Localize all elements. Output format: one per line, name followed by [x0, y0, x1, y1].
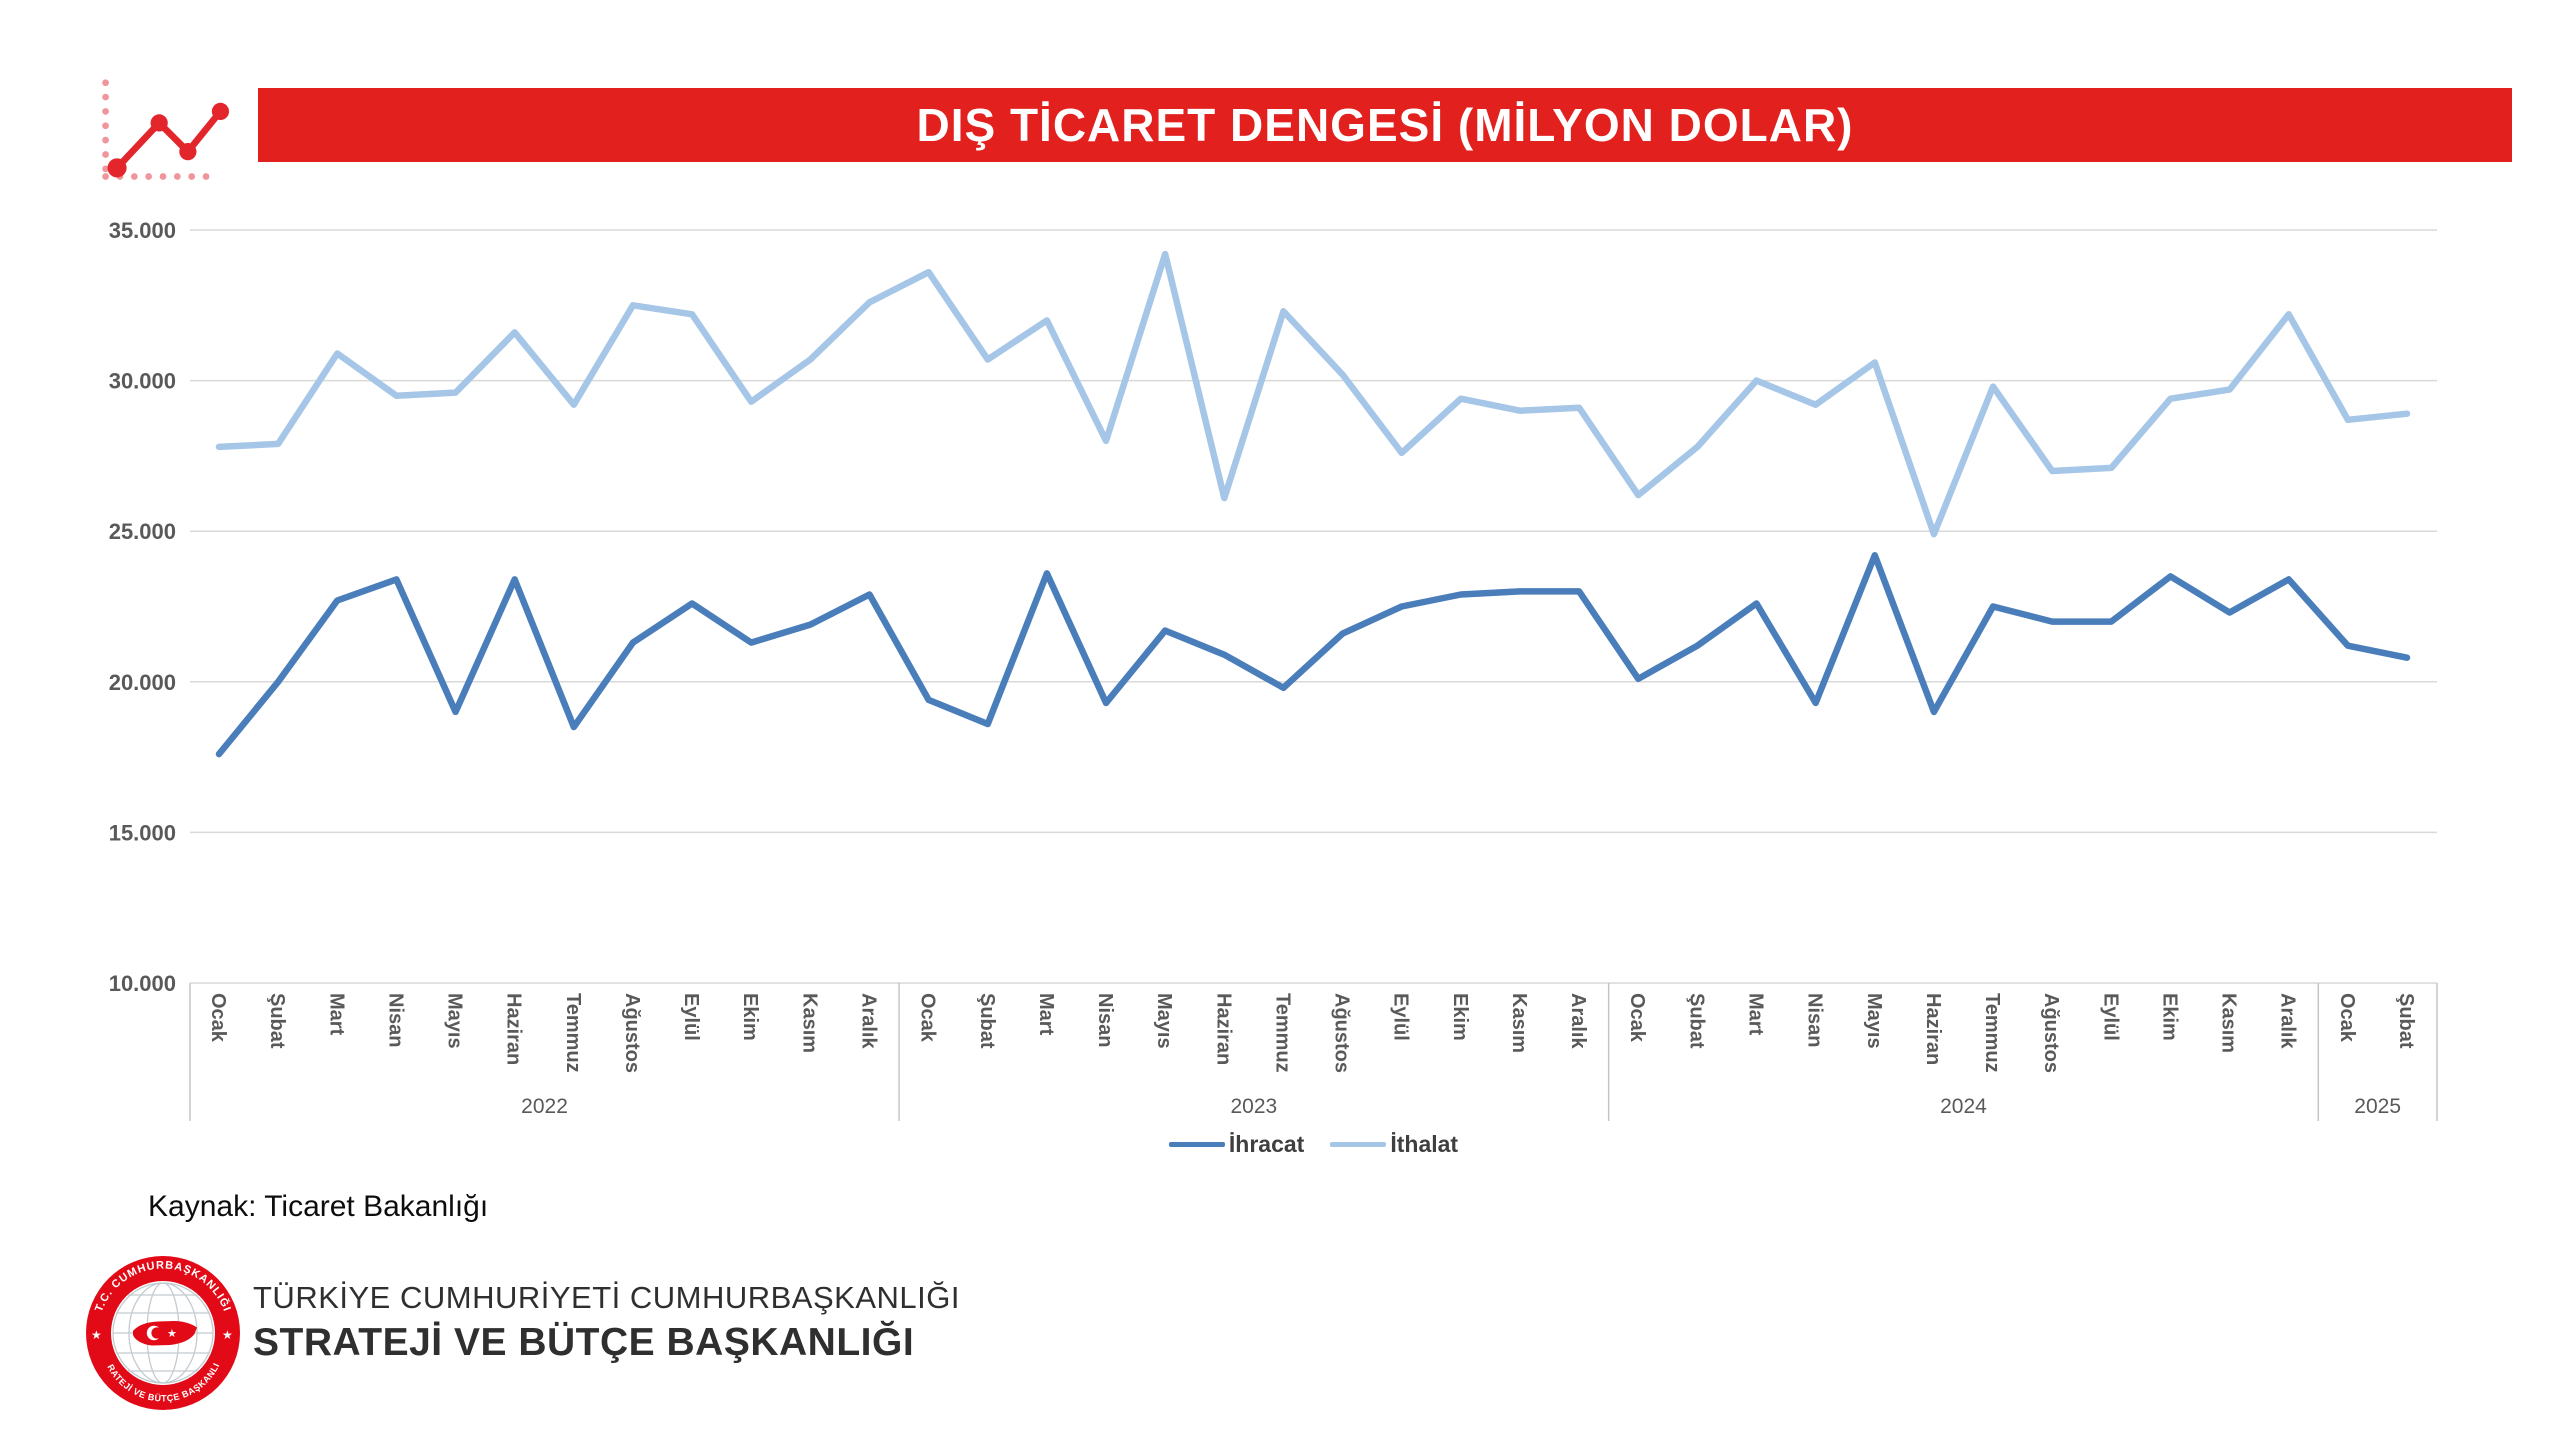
x-axis-month-label: Aralık: [2277, 993, 2299, 1049]
x-axis-month-label: Ağustos: [2040, 993, 2062, 1073]
title-banner: DIŞ TİCARET DENGESİ (MİLYON DOLAR): [258, 88, 2512, 162]
x-axis-month-label: Eylül: [2099, 993, 2121, 1041]
x-axis-month-label: Ekim: [2158, 993, 2180, 1041]
x-axis-month-label: Kasım: [1508, 993, 1530, 1053]
x-axis-year-label: 2022: [521, 1095, 568, 1118]
series-line-ihracat: [215, 552, 2411, 758]
source-note: Kaynak: Ticaret Bakanlığı: [148, 1190, 489, 1223]
x-axis-month-label: Nisan: [1094, 993, 1116, 1047]
chart-legend: İhracat İthalat: [190, 1131, 2437, 1158]
x-axis-month-label: Eylül: [1390, 993, 1412, 1041]
y-axis-tick-label: 10.000: [109, 971, 176, 996]
legend-item-ihracat: İhracat: [1168, 1131, 1305, 1158]
x-axis-month-label: Haziran: [1212, 993, 1234, 1065]
x-axis-month-label: Şubat: [2395, 993, 2417, 1049]
emblem-crescent-inner: [151, 1327, 163, 1339]
sbb-emblem-logo: ★ T.C. CUMHURBAŞKANLIĞI STRATEJİ VE BÜTÇ…: [83, 1253, 240, 1410]
org-name-line1: TÜRKİYE CUMHURİYETİ CUMHURBAŞKANLIĞI: [253, 1280, 960, 1315]
emblem-globe-graticule: [112, 1282, 214, 1384]
legend-label-ithalat: İthalat: [1390, 1131, 1459, 1157]
x-axis-month-label: Şubat: [1685, 993, 1707, 1049]
x-axis-month-label: Eylül: [680, 993, 702, 1041]
emblem-left-star-icon: ★: [91, 1328, 102, 1342]
x-axis-month-label: Ocak: [1626, 993, 1648, 1043]
x-axis-month-label: Mart: [325, 993, 347, 1036]
legend-item-ithalat: İthalat: [1330, 1131, 1458, 1158]
legend-swatch-ithalat: [1330, 1142, 1387, 1147]
x-axis-month-label: Mayıs: [1153, 993, 1175, 1049]
logo-zigzag-line: [113, 108, 224, 172]
y-axis-tick-label: 20.000: [109, 670, 176, 695]
x-axis-month-label: Şubat: [976, 993, 998, 1049]
emblem-map-star-icon: ★: [167, 1327, 177, 1340]
x-axis-month-label: Mayıs: [444, 993, 466, 1049]
y-axis-tick-label: 30.000: [109, 369, 176, 394]
legend-swatch-ihracat: [1168, 1142, 1225, 1147]
x-axis-month-label: Kasım: [2218, 993, 2240, 1053]
x-axis-month-label: Mayıs: [1863, 993, 1885, 1049]
x-axis-month-label: Nisan: [384, 993, 406, 1047]
emblem-turkey-map: [133, 1321, 197, 1346]
y-axis-tick-labels: 35.000 30.000 25.000 20.000 15.000 10.000: [109, 218, 176, 996]
x-axis: 2022 2023 2024 2025 Ocak Şubat Mart Nisan Mayıs H…: [189, 983, 2438, 1121]
x-axis-year-label: 2023: [1231, 1095, 1278, 1118]
x-axis-month-label: Aralık: [1567, 993, 1589, 1049]
x-axis-year-label: 2025: [2354, 1095, 2401, 1118]
x-axis-month-label: Ağustos: [621, 993, 643, 1073]
page-title: DIŞ TİCARET DENGESİ (MİLYON DOLAR): [916, 99, 1854, 151]
x-axis-month-label: Ocak: [207, 993, 229, 1043]
x-axis-month-label: Haziran: [503, 993, 525, 1065]
legend-label-ihracat: İhracat: [1228, 1131, 1305, 1157]
series-line-ithalat: [215, 250, 2411, 538]
x-axis-month-label: Ekim: [1449, 993, 1471, 1041]
x-axis-month-label: Mart: [1745, 993, 1767, 1036]
org-names: TÜRKİYE CUMHURİYETİ CUMHURBAŞKANLIĞI STR…: [253, 1280, 960, 1365]
x-axis-month-label: Ocak: [2336, 993, 2358, 1043]
y-axis-tick-label: 25.000: [109, 519, 176, 544]
x-axis-month-label: Temmuz: [1981, 993, 2003, 1073]
x-axis-month-label: Ocak: [917, 993, 939, 1043]
emblem-right-star-icon: ★: [222, 1328, 233, 1342]
x-axis-month-label: Ağustos: [1331, 993, 1353, 1073]
x-axis-month-label: Mart: [1035, 993, 1057, 1036]
x-axis-month-label: Şubat: [266, 993, 288, 1049]
x-axis-month-label: Aralık: [857, 993, 879, 1049]
x-axis-month-label: Haziran: [1922, 993, 1944, 1065]
org-name-line2: STRATEJİ VE BÜTÇE BAŞKANLIĞI: [253, 1321, 915, 1364]
x-axis-month-label: Temmuz: [1271, 993, 1293, 1073]
logo-line-markers: [107, 102, 230, 178]
x-axis-month-label: Kasım: [798, 993, 820, 1053]
y-axis-tick-label: 35.000: [109, 218, 176, 243]
x-axis-month-label: Temmuz: [562, 993, 584, 1073]
gridlines: [190, 229, 2437, 984]
line-chart-logo-icon: [102, 79, 230, 180]
x-axis-month-label: Ekim: [739, 993, 761, 1041]
x-axis-month-label: Nisan: [1804, 993, 1826, 1047]
x-axis-year-label: 2024: [1940, 1095, 1987, 1118]
y-axis-tick-label: 15.000: [109, 820, 176, 845]
